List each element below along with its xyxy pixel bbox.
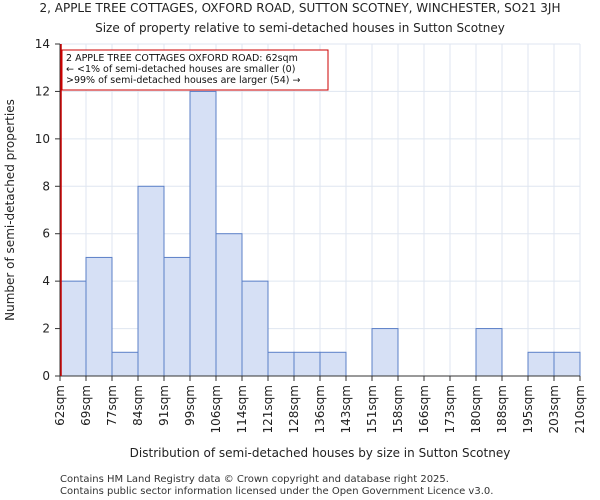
bar-106sqm [215, 233, 243, 377]
bar-99sqm [189, 90, 217, 377]
x-tick-label: 180sqm [469, 385, 483, 433]
x-tick-label: 173sqm [443, 385, 457, 433]
y-axis-ticks: 0 2 4 6 8 10 12 14 [35, 37, 60, 383]
x-tick-label: 166sqm [417, 385, 431, 433]
bar-136sqm [319, 351, 347, 377]
x-tick-label: 203sqm [547, 385, 561, 433]
annotation-border [61, 49, 329, 91]
x-axis-label: Distribution of semi-detached houses by … [130, 446, 511, 460]
x-tick-label: 151sqm [365, 385, 379, 433]
bar-128sqm [293, 351, 321, 377]
x-tick-label: 77sqm [105, 385, 119, 426]
x-tick-label: 91sqm [157, 385, 171, 426]
footer-line-1: Contains HM Land Registry data © Crown c… [60, 474, 449, 485]
bar-69sqm [85, 256, 113, 377]
chart-subtitle: Size of property relative to semi-detach… [95, 21, 505, 35]
x-tick-label: 121sqm [261, 385, 275, 433]
bar-62sqm [59, 280, 87, 377]
annotation-box: 2 APPLE TREE COTTAGES OXFORD ROAD: 62sqm… [61, 49, 329, 91]
bar-195sqm [527, 351, 555, 377]
y-tick-label: 8 [42, 179, 50, 193]
x-tick-label: 195sqm [521, 385, 535, 433]
bars [59, 90, 581, 377]
bar-91sqm [163, 256, 191, 377]
annotation-line-1: 2 APPLE TREE COTTAGES OXFORD ROAD: 62sqm [66, 53, 298, 64]
bar-77sqm [111, 351, 139, 377]
x-tick-label: 188sqm [495, 385, 509, 433]
y-tick-label: 4 [42, 274, 50, 288]
footer-line-2: Contains public sector information licen… [60, 486, 493, 497]
y-tick-label: 14 [35, 37, 50, 51]
x-tick-label: 143sqm [339, 385, 353, 433]
y-tick-label: 10 [35, 132, 50, 146]
bar-121sqm [267, 351, 295, 377]
annotation-line-2: ← <1% of semi-detached houses are smalle… [66, 64, 295, 75]
x-tick-label: 106sqm [209, 385, 223, 433]
x-axis-ticks: 62sqm 69sqm 77sqm 84sqm 91sqm 99sqm 106sqm 114s… [53, 376, 587, 433]
y-tick-label: 12 [35, 84, 50, 98]
y-axis-label: Number of semi-detached properties [3, 99, 17, 321]
x-tick-label: 114sqm [235, 385, 249, 433]
y-tick-label: 6 [42, 227, 50, 241]
x-tick-label: 136sqm [313, 385, 327, 433]
y-tick-label: 0 [42, 369, 50, 383]
x-tick-label: 84sqm [131, 385, 145, 426]
y-tick-label: 2 [42, 322, 50, 336]
x-tick-label: 99sqm [183, 385, 197, 426]
x-tick-label: 158sqm [391, 385, 405, 433]
bar-84sqm [137, 185, 165, 377]
bar-151sqm [371, 328, 399, 377]
x-tick-label: 128sqm [287, 385, 301, 433]
bar-203sqm [553, 351, 581, 377]
chart-title: 2, APPLE TREE COTTAGES, OXFORD ROAD, SUT… [39, 1, 560, 15]
bar-180sqm [475, 328, 503, 377]
x-tick-label: 69sqm [79, 385, 93, 426]
bar-114sqm [241, 280, 269, 377]
x-tick-label: 62sqm [53, 385, 67, 426]
annotation-line-3: >99% of semi-detached houses are larger … [66, 75, 300, 86]
x-tick-label: 210sqm [573, 385, 587, 433]
